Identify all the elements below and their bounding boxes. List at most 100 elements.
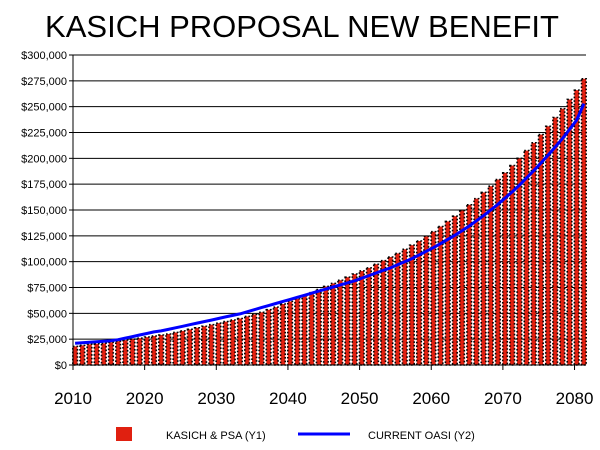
bar	[451, 215, 458, 366]
bar	[509, 164, 516, 366]
series-line	[74, 103, 586, 345]
bar	[100, 342, 107, 366]
bar	[129, 338, 136, 366]
x-tick-label: 2040	[269, 389, 307, 408]
bar	[122, 339, 129, 366]
bar	[430, 230, 437, 366]
y-tick-label: $100,000	[21, 257, 67, 269]
bar	[329, 282, 337, 366]
bar	[93, 343, 100, 366]
bar	[72, 345, 79, 366]
bar	[201, 325, 208, 366]
bar	[516, 157, 523, 366]
bar	[286, 300, 294, 366]
bar	[244, 315, 251, 366]
y-tick-label: $300,000	[21, 50, 67, 62]
x-tick-label: 2070	[484, 389, 522, 408]
x-tick-label: 2030	[197, 389, 235, 408]
bar	[408, 244, 415, 366]
y-tick-label: $250,000	[21, 102, 67, 114]
y-tick-label: $50,000	[27, 308, 67, 320]
bar	[523, 149, 530, 366]
bar	[86, 343, 93, 366]
y-tick-label: $200,000	[21, 153, 67, 165]
bar	[501, 172, 509, 366]
bar	[308, 291, 315, 366]
x-tick-label: 2020	[126, 389, 164, 408]
bar	[444, 220, 451, 366]
bar	[573, 89, 580, 366]
chart-title: KASICH PROPOSAL NEW BENEFIT	[45, 9, 559, 44]
bar	[358, 270, 365, 366]
line-series	[74, 103, 586, 345]
bar	[136, 337, 143, 366]
bar	[537, 133, 544, 366]
x-tick-label: 2010	[54, 389, 92, 408]
bar	[487, 185, 494, 366]
bar	[150, 335, 158, 366]
bar	[423, 235, 430, 366]
y-tick-label: $25,000	[27, 334, 67, 346]
bar	[315, 288, 322, 366]
x-axis-ticks: 2010 2020 2030 2040 2050 2060 2070 2080	[54, 365, 593, 408]
bar	[437, 225, 444, 366]
bar	[143, 336, 150, 366]
bar	[222, 320, 229, 366]
bar	[559, 107, 566, 366]
bar	[322, 285, 330, 366]
legend-swatch-bar	[116, 427, 132, 441]
bar	[544, 125, 552, 366]
bar	[466, 204, 473, 366]
bar	[279, 303, 287, 366]
bar	[294, 298, 301, 366]
y-tick-label: $225,000	[21, 128, 67, 140]
legend: KASICH & PSA (Y1) CURRENT OASI (Y2)	[116, 427, 475, 442]
bar	[215, 322, 222, 366]
bar	[272, 306, 279, 366]
bar	[229, 319, 236, 366]
bar	[115, 340, 122, 366]
gridlines	[73, 54, 586, 366]
bar	[344, 276, 351, 366]
bar	[158, 334, 165, 366]
bar	[458, 209, 466, 366]
bar	[580, 77, 587, 366]
bar	[387, 256, 394, 366]
bar	[337, 279, 344, 366]
bar	[179, 330, 186, 366]
bar	[380, 259, 387, 366]
bar	[251, 313, 258, 366]
bar	[552, 116, 559, 366]
x-tick-label: 2080	[556, 389, 594, 408]
bar-series	[72, 77, 587, 366]
bar	[415, 240, 423, 366]
bar	[394, 252, 401, 366]
bar	[79, 344, 86, 366]
y-tick-label: $275,000	[21, 76, 67, 88]
bar	[186, 328, 193, 366]
bar	[401, 248, 408, 366]
legend-label-line: CURRENT OASI (Y2)	[368, 430, 475, 442]
bar	[480, 191, 487, 366]
bar	[172, 331, 179, 366]
bar	[566, 98, 573, 366]
x-tick-label: 2050	[341, 389, 379, 408]
legend-label-bar: KASICH & PSA (Y1)	[166, 430, 266, 442]
bar	[265, 308, 272, 366]
bar	[351, 273, 358, 366]
y-tick-label: $75,000	[27, 283, 67, 295]
bar	[301, 294, 308, 366]
bar	[372, 263, 380, 366]
y-tick-label: $175,000	[21, 179, 67, 191]
bar	[365, 267, 373, 366]
y-tick-label: $0	[55, 360, 67, 372]
x-tick-label: 2060	[412, 389, 450, 408]
y-tick-label: $150,000	[21, 205, 67, 217]
bar	[258, 311, 265, 366]
bar	[208, 323, 215, 366]
bar	[236, 317, 244, 366]
bar	[530, 142, 537, 366]
y-tick-label: $125,000	[21, 231, 67, 243]
y-axis-ticks: $0 $25,000 $50,000 $75,000 $100,000 $125,000 $…	[21, 50, 73, 372]
